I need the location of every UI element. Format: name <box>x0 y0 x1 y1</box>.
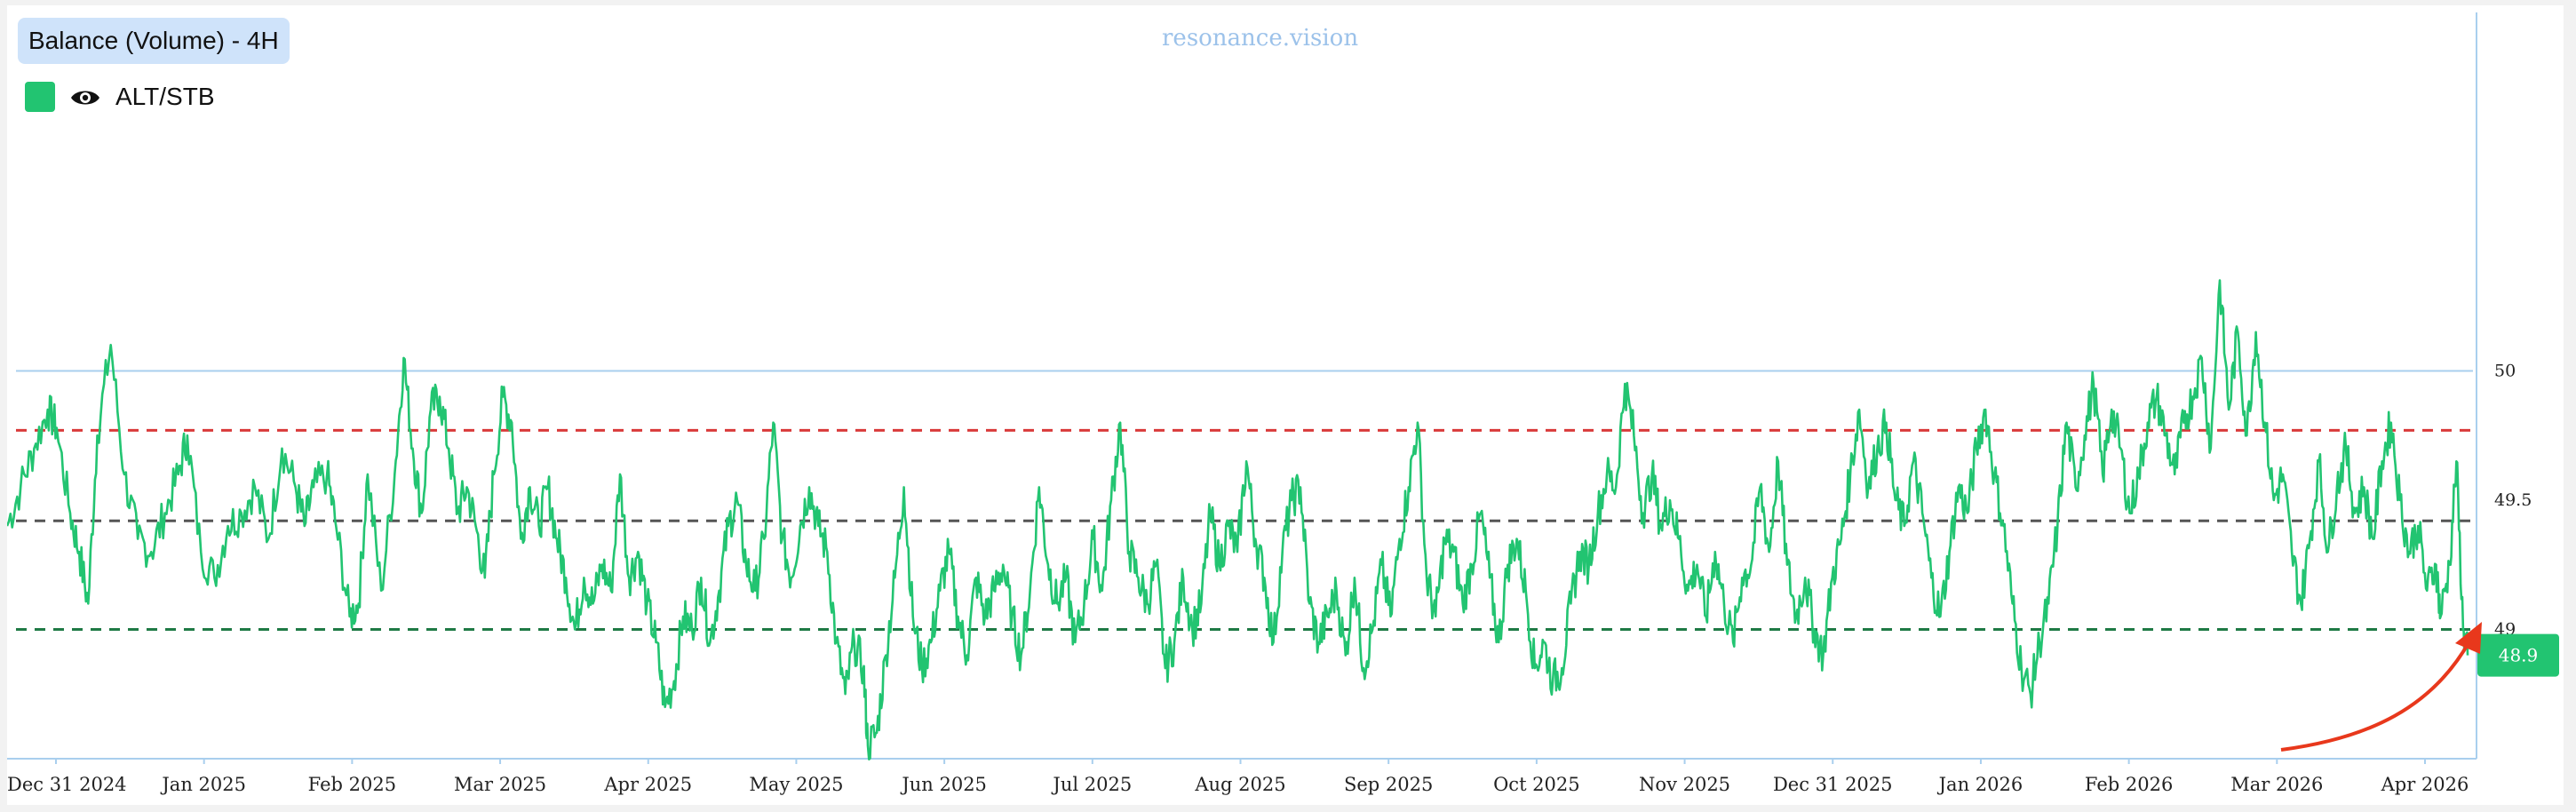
legend-series-label: ALT/STB <box>115 83 215 110</box>
x-tick-label: Jun 2025 <box>900 774 987 795</box>
last-value-label: 48.9 <box>2499 645 2539 666</box>
y-tick-label: 49.5 <box>2494 490 2532 510</box>
x-tick-label: Jan 2026 <box>1937 774 2023 795</box>
x-tick-label: Jan 2025 <box>160 774 246 795</box>
y-tick-label: 50 <box>2494 361 2516 380</box>
x-tick-label: Feb 2025 <box>308 774 396 795</box>
series-line-alt-stb <box>7 279 2469 760</box>
x-tick-label: Apr 2025 <box>603 774 692 795</box>
x-tick-label: Aug 2025 <box>1194 774 1285 795</box>
x-tick-label: Sep 2025 <box>1344 774 1433 795</box>
chart-title: Balance (Volume) - 4H <box>18 18 290 64</box>
x-tick-label: Apr 2026 <box>2381 774 2469 795</box>
chart-panel: 49 49.5 50 Dec 31 2024 Jan 2025 Feb 2025 Mar 2… <box>7 5 2564 805</box>
x-tick-label: Dec 31 2024 <box>7 774 127 795</box>
last-value-badge <box>2477 633 2559 677</box>
annotation-arrow <box>2280 641 2471 752</box>
x-tick-label: Mar 2026 <box>2230 774 2323 795</box>
x-tick-label: Nov 2025 <box>1639 774 1730 795</box>
eye-icon[interactable] <box>69 86 101 107</box>
annotation-arrowhead <box>2455 622 2482 654</box>
x-tick-label: Mar 2025 <box>454 774 546 795</box>
x-tick-label: Jul 2025 <box>1051 774 1132 795</box>
watermark: resonance.vision <box>1162 25 1359 52</box>
x-tick-label: Feb 2026 <box>2085 774 2173 795</box>
legend: ALT/STB <box>25 82 215 112</box>
x-tick-label: Dec 31 2025 <box>1773 774 1893 795</box>
x-tick-label: May 2025 <box>749 774 843 795</box>
x-tick-label: Oct 2025 <box>1493 774 1580 795</box>
legend-swatch[interactable] <box>25 82 55 112</box>
